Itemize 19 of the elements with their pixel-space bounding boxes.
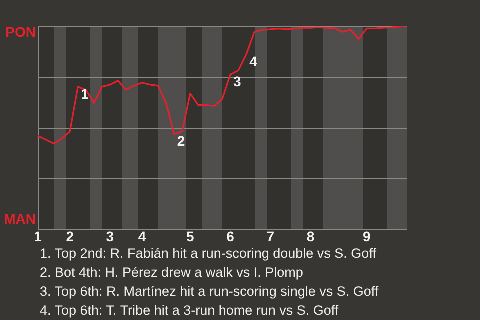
x-tick-label: 7: [266, 228, 275, 244]
annotation: 4: [250, 53, 258, 70]
text: PON: [6, 24, 36, 40]
x-tick-label: 6: [226, 228, 235, 244]
x-tick-label: 5: [186, 228, 195, 244]
x-tick-label: 3: [106, 228, 114, 244]
annotation: 2: [177, 133, 186, 150]
x-tick-label: 2: [66, 228, 74, 244]
text: 1. Top 2nd: R. Fabián hit a run-scoring double vs S. Goff: [40, 245, 378, 263]
annotation: 3: [234, 74, 242, 90]
x-tick-label: 4: [138, 228, 146, 244]
x-tick-label: 9: [362, 228, 371, 244]
text: 3. Top 6th: R. Martínez hit a run-scoring single vs S. Goff: [40, 283, 379, 301]
annotation: 1: [81, 86, 90, 102]
x-tick-label: 8: [306, 228, 315, 244]
text: 4. Top 6th: T. Tribe hit a 3-run home run vs S. Goff: [40, 302, 340, 320]
x-tick-label: 1: [34, 228, 42, 244]
text: 2. Bot 4th: H. Pérez drew a walk vs I. Plomp: [40, 264, 304, 282]
text: MAN: [4, 211, 36, 228]
